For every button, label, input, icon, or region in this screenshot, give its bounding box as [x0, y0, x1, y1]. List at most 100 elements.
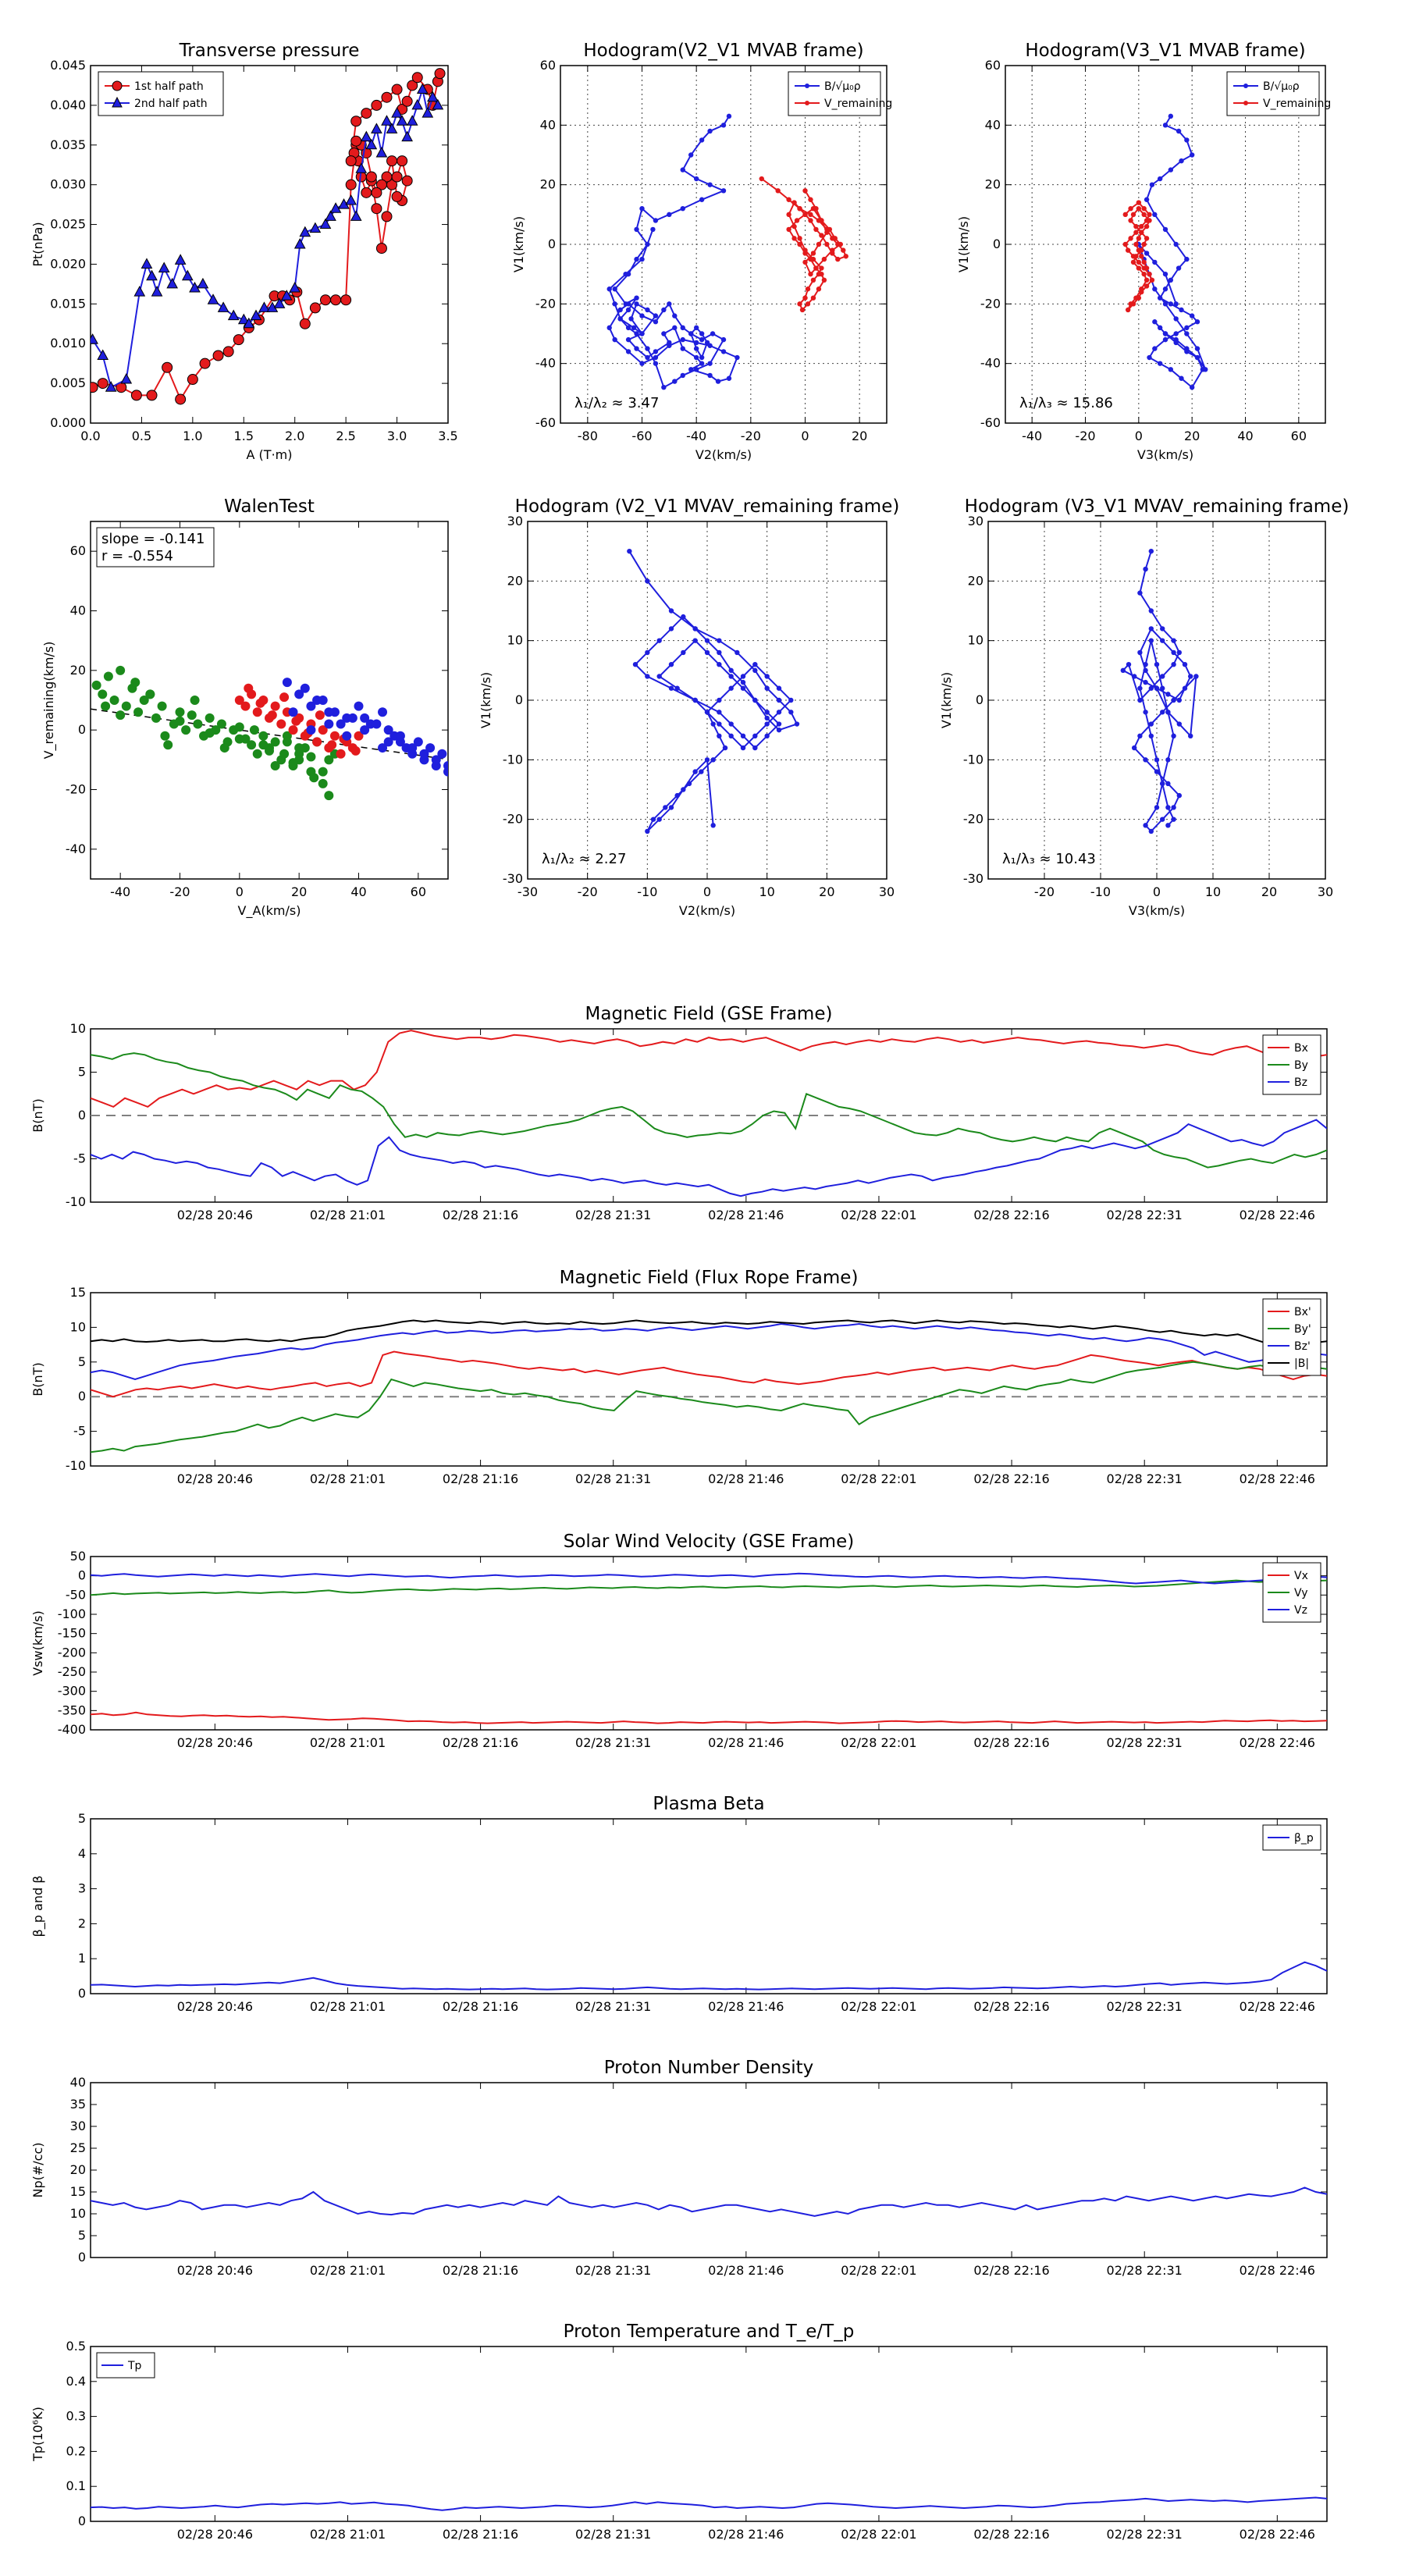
data-point	[1125, 247, 1131, 253]
data-point	[1173, 316, 1179, 322]
data-point	[692, 638, 698, 643]
data-point	[207, 294, 219, 304]
y-tick-label: 25	[70, 2140, 86, 2155]
chart-hodogram-v2v1-mvav: -30 -20 -10 0 10 20 30-30-20-100102030Hodogram…	[478, 496, 899, 918]
data-point	[661, 385, 667, 390]
legend: B/√μ₀ρ V_remaining	[788, 71, 892, 116]
data-point	[97, 378, 108, 390]
data-point	[776, 710, 782, 715]
data-point	[1152, 212, 1158, 218]
data-point	[821, 256, 827, 262]
data-point	[617, 307, 623, 313]
data-point	[1148, 548, 1154, 554]
data-point	[1148, 608, 1154, 614]
data-point	[386, 123, 398, 133]
legend: Tp	[96, 2352, 155, 2379]
data-point	[710, 757, 716, 763]
y-tick-label: -20	[66, 782, 86, 797]
data-point	[282, 678, 292, 688]
data-point	[133, 286, 146, 297]
y-tick-label: 60	[985, 58, 1001, 73]
data-point	[190, 696, 200, 705]
data-point	[258, 731, 269, 741]
data-point	[391, 190, 403, 202]
chart-title: Hodogram(V3_V1 MVAB frame)	[1025, 41, 1305, 61]
data-point	[1136, 236, 1142, 241]
legend-label: Bz	[1294, 1076, 1307, 1089]
data-point	[799, 307, 806, 313]
y-tick-label: -250	[58, 1664, 86, 1679]
y-tick-label: -30	[963, 871, 984, 886]
series-Bx	[91, 1030, 1327, 1108]
data-point	[1122, 212, 1128, 218]
x-tick-label: -80	[578, 429, 598, 443]
y-axis-label: Np(#/cc)	[30, 2143, 45, 2198]
x-tick-label: 02/28 21:16	[443, 1735, 518, 1750]
data-point	[1162, 301, 1168, 307]
data-point	[1130, 212, 1136, 218]
data-point	[174, 254, 187, 265]
data-point	[1133, 254, 1139, 259]
y-axis-label: Pt(nPa)	[30, 222, 45, 266]
x-tick-label: 10	[1205, 884, 1221, 899]
legend: B/√μ₀ρ V_remaining	[1226, 71, 1331, 116]
data-point	[1149, 277, 1155, 283]
data-point	[1144, 197, 1150, 202]
data-point	[116, 665, 126, 675]
data-point	[631, 325, 637, 331]
data-point	[1171, 638, 1176, 643]
data-point	[243, 317, 255, 329]
data-point	[1184, 137, 1190, 143]
data-point	[1141, 271, 1147, 277]
data-point	[808, 212, 813, 218]
data-point	[381, 171, 393, 183]
x-tick-label: 2.0	[285, 429, 304, 443]
data-point	[653, 319, 659, 325]
data-point	[645, 307, 650, 313]
data-point	[717, 662, 722, 667]
data-point	[810, 277, 816, 283]
data-point	[396, 115, 408, 126]
x-tick-label: 02/28 21:31	[575, 2527, 651, 2542]
data-point	[1176, 649, 1183, 656]
data-point	[656, 674, 662, 679]
data-point	[797, 241, 802, 247]
x-tick-label: 3.5	[438, 429, 457, 443]
x-tick-label: 02/28 22:46	[1240, 1471, 1315, 1486]
data-point	[401, 130, 413, 142]
y-tick-label: 4	[78, 1846, 86, 1861]
y-tick-label: -10	[963, 752, 984, 767]
data-point	[1189, 385, 1195, 390]
plot-frame	[90, 2082, 1328, 2258]
y-tick-label: -100	[58, 1606, 86, 1621]
y-axis-label: β_p and β	[30, 1876, 46, 1937]
data-point	[419, 749, 429, 759]
data-point	[130, 678, 140, 688]
data-point	[824, 241, 830, 247]
data-point	[187, 374, 198, 386]
data-point	[250, 309, 262, 321]
series-By	[91, 1052, 1327, 1169]
series-1st half path	[91, 68, 446, 405]
data-point	[813, 226, 819, 233]
data-point	[413, 737, 423, 747]
data-point	[699, 769, 704, 774]
y-tick-label: 0	[993, 237, 1001, 251]
data-point	[728, 685, 734, 691]
y-tick-label: -20	[963, 812, 984, 827]
data-point	[735, 354, 740, 361]
data-point	[699, 354, 705, 361]
x-tick-label: 02/28 22:31	[1107, 2527, 1183, 2542]
data-point	[740, 685, 746, 691]
data-point	[1143, 823, 1148, 828]
x-tick-label: 40	[1237, 429, 1253, 443]
x-tick-label: 02/28 21:31	[575, 1208, 651, 1222]
data-point	[91, 333, 98, 344]
data-point	[193, 719, 203, 729]
x-tick-label: -20	[169, 884, 190, 899]
data-point	[139, 696, 149, 705]
chart-plasma-beta: Plasma Beta β_p and β 0 1 2 3 4 5 02/28 20:46 02/…	[30, 1794, 1328, 2014]
data-point	[674, 685, 680, 691]
x-tick-label: 02/28 22:01	[841, 2527, 916, 2542]
data-point	[181, 725, 191, 735]
